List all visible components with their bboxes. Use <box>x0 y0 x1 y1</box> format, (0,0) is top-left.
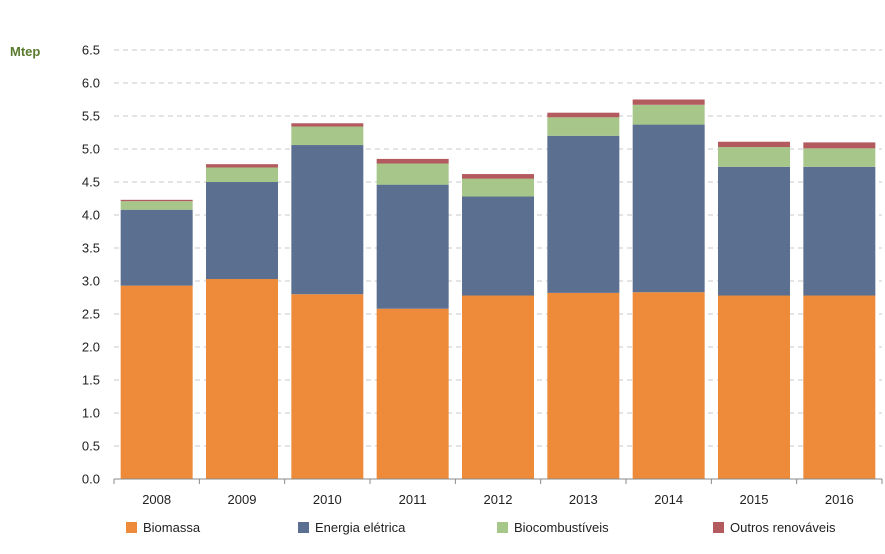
legend-label: Biomassa <box>143 520 201 535</box>
bar-segment-biocombust-veis-2013 <box>547 117 620 136</box>
y-tick-label: 0.0 <box>82 472 100 487</box>
bar-segment-biomassa-2011 <box>376 308 449 479</box>
bars <box>120 99 876 479</box>
bar-segment-energia-el-trica-2015 <box>718 166 790 296</box>
legend-swatch <box>497 522 508 533</box>
bar-segment-energia-el-trica-2008 <box>120 209 193 286</box>
bar-segment-biomassa-2015 <box>718 295 790 479</box>
bar-segment-biomassa-2013 <box>547 292 620 479</box>
legend-label: Energia elétrica <box>315 520 406 535</box>
bar-segment-energia-el-trica-2013 <box>547 135 620 293</box>
bar-segment-outros-renov-veis-2009 <box>206 164 278 168</box>
bar-segment-outros-renov-veis-2012 <box>462 174 534 179</box>
x-tick-label: 2012 <box>484 492 513 507</box>
bar-segment-energia-el-trica-2010 <box>291 145 364 295</box>
bar-segment-biocombust-veis-2008 <box>120 201 193 210</box>
x-tick-label: 2013 <box>569 492 598 507</box>
bar-segment-outros-renov-veis-2011 <box>376 158 449 164</box>
bar-segment-outros-renov-veis-2013 <box>547 112 620 118</box>
y-tick-label: 6.5 <box>82 43 100 58</box>
bar-segment-outros-renov-veis-2014 <box>632 99 705 105</box>
legend: Biomassa Energia elétrica Biocombustíveis O… <box>126 520 836 535</box>
y-tick-label: 6.0 <box>82 76 100 91</box>
bar-segment-biocombust-veis-2010 <box>291 126 364 146</box>
legend-swatch <box>298 522 309 533</box>
x-tick-label: 2011 <box>399 492 427 507</box>
bar-segment-biomassa-2012 <box>462 295 534 479</box>
bar-segment-biocombust-veis-2009 <box>206 167 278 182</box>
x-tick-label: 2009 <box>228 492 257 507</box>
bar-segment-energia-el-trica-2014 <box>632 124 705 293</box>
y-tick-label: 1.5 <box>82 373 100 388</box>
bar-segment-biomassa-2009 <box>206 279 278 479</box>
bar-segment-biocombust-veis-2012 <box>462 178 534 197</box>
x-tick-label: 2016 <box>825 492 854 507</box>
legend-swatch <box>713 522 724 533</box>
y-axis-unit-label: Mtep <box>10 44 40 59</box>
bar-segment-outros-renov-veis-2010 <box>291 123 364 127</box>
y-axis-ticks: 0.0 0.5 1.0 1.5 2.0 2.5 3.0 3.5 4.0 4.5 5.0 5.5 6.0 6… <box>82 43 100 487</box>
bar-segment-biomassa-2016 <box>803 295 876 479</box>
y-tick-label: 4.5 <box>82 175 100 190</box>
y-tick-label: 3.0 <box>82 274 100 289</box>
y-tick-label: 2.0 <box>82 340 100 355</box>
bar-segment-outros-renov-veis-2015 <box>718 141 790 148</box>
bar-segment-biocombust-veis-2011 <box>376 163 449 185</box>
y-tick-label: 3.5 <box>82 241 100 256</box>
legend-label: Biocombustíveis <box>514 520 609 535</box>
bar-segment-energia-el-trica-2011 <box>376 184 449 309</box>
bar-segment-energia-el-trica-2016 <box>803 166 876 296</box>
y-tick-label: 5.5 <box>82 109 100 124</box>
y-tick-label: 1.0 <box>82 406 100 421</box>
bar-segment-outros-renov-veis-2016 <box>803 142 876 149</box>
y-tick-label: 0.5 <box>82 439 100 454</box>
y-tick-label: 4.0 <box>82 208 100 223</box>
y-tick-label: 2.5 <box>82 307 100 322</box>
bar-segment-biomassa-2010 <box>291 294 364 479</box>
bar-segment-biocombust-veis-2015 <box>718 147 790 167</box>
bar-segment-biocombust-veis-2014 <box>632 104 705 125</box>
bar-segment-biocombust-veis-2016 <box>803 148 876 167</box>
bar-segment-outros-renov-veis-2008 <box>120 199 193 202</box>
bar-segment-biomassa-2014 <box>632 292 705 479</box>
bar-segment-energia-el-trica-2012 <box>462 196 534 296</box>
bar-segment-energia-el-trica-2009 <box>206 182 278 280</box>
x-axis-ticks: 2008 2009 2010 2011 2012 2013 2014 2015 2016 <box>113 479 883 507</box>
y-tick-label: 5.0 <box>82 142 100 157</box>
bar-segment-biomassa-2008 <box>120 285 193 479</box>
legend-label: Outros renováveis <box>730 520 836 535</box>
x-tick-label: 2015 <box>740 492 769 507</box>
legend-swatch <box>126 522 137 533</box>
x-tick-label: 2014 <box>654 492 683 507</box>
x-tick-label: 2010 <box>313 492 342 507</box>
x-tick-label: 2008 <box>142 492 171 507</box>
